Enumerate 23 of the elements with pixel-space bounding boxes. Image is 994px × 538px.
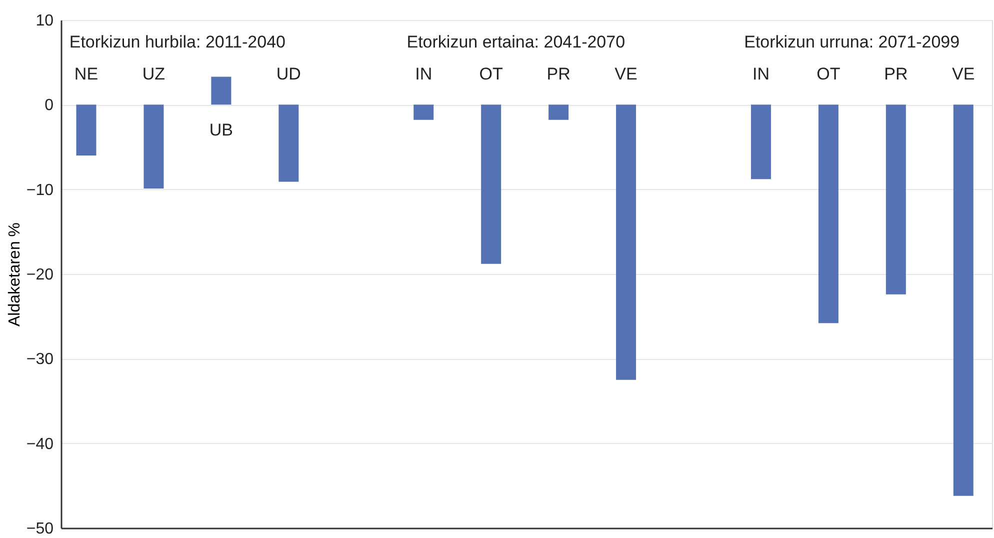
x-tick-label: NE [74, 64, 98, 84]
annotation: Etorkizun urruna: 2071-2099 [744, 32, 960, 52]
y-tick-label: 10 [36, 12, 54, 30]
y-tick-label: −10 [26, 182, 54, 199]
x-tick-label: UZ [142, 64, 166, 84]
x-tick-label: UD [276, 64, 301, 84]
y-axis-title: Aldaketaren % [6, 222, 24, 327]
x-tick-label: UB [209, 120, 233, 140]
x-tick-label: OT [816, 64, 840, 84]
y-tick-label: −50 [26, 520, 54, 538]
x-tick-label: VE [614, 64, 638, 84]
y-tick-label: −20 [26, 266, 54, 284]
y-tick-label: −40 [26, 436, 54, 453]
x-tick-label: IN [415, 64, 432, 84]
y-tick-label: 0 [44, 97, 54, 114]
x-tick-label: OT [479, 64, 503, 84]
x-tick-label: IN [752, 64, 770, 84]
y-tick-label: −30 [26, 351, 54, 368]
annotation: Etorkizun ertaina: 2041-2070 [406, 32, 626, 52]
x-tick-label: PR [546, 64, 570, 84]
x-tick-label: PR [884, 64, 908, 84]
x-tick-label: VE [952, 64, 975, 84]
annotation: Etorkizun hurbila: 2011-2040 [69, 32, 286, 52]
